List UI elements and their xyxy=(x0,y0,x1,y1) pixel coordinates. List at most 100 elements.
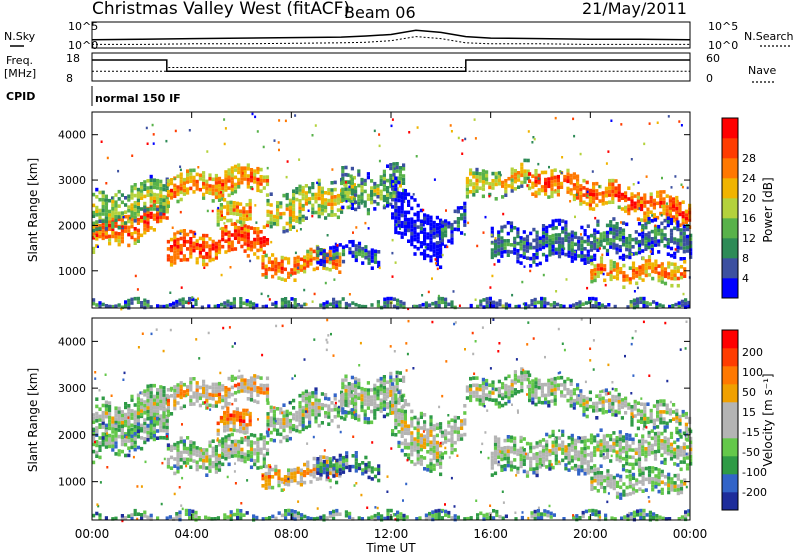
heatmap-cell xyxy=(301,189,305,194)
heatmap-cell xyxy=(646,200,650,204)
heatmap-cell xyxy=(674,248,677,251)
heatmap-cell xyxy=(237,177,241,182)
heatmap-cell xyxy=(336,193,340,198)
heatmap-cell xyxy=(397,440,401,445)
heatmap-cell xyxy=(579,184,583,188)
heatmap-cell xyxy=(245,210,249,214)
heatmap-cell xyxy=(165,436,169,441)
heatmap-cell xyxy=(191,297,195,302)
heatmap-cell xyxy=(124,405,128,410)
heatmap-cell xyxy=(127,302,131,306)
heatmap-cell xyxy=(345,462,349,466)
heatmap-cell xyxy=(198,385,202,390)
heatmap-cell xyxy=(396,298,400,303)
heatmap-cell xyxy=(575,305,579,310)
heatmap-cell xyxy=(456,426,460,431)
heatmap-cell xyxy=(152,199,156,203)
heatmap-cell xyxy=(460,206,464,210)
heatmap-cell xyxy=(246,177,250,182)
heatmap-cell xyxy=(120,413,124,418)
heatmap-cell xyxy=(253,433,257,438)
heatmap-cell xyxy=(360,181,364,186)
heatmap-cell xyxy=(598,185,601,188)
heatmap-cell xyxy=(360,390,364,395)
heatmap-cell xyxy=(645,175,648,178)
heatmap-cell xyxy=(205,448,209,452)
heatmap-cell xyxy=(338,468,342,472)
heatmap-cell xyxy=(335,255,339,259)
heatmap-cell xyxy=(308,395,312,399)
heatmap-cell xyxy=(444,219,448,223)
heatmap-cell xyxy=(95,227,99,231)
heatmap-cell xyxy=(120,200,124,205)
heatmap-cell xyxy=(312,471,316,475)
heatmap-cell xyxy=(534,172,538,177)
heatmap-cell xyxy=(179,454,183,458)
heatmap-cell xyxy=(545,254,549,259)
heatmap-cell xyxy=(249,175,254,179)
heatmap-cell xyxy=(98,212,102,216)
heatmap-cell xyxy=(432,249,436,254)
heatmap-cell xyxy=(184,300,188,304)
noise-tick-bottom-right: 10^0 xyxy=(708,39,738,52)
heatmap-cell xyxy=(173,235,177,240)
heatmap-cell xyxy=(435,451,439,456)
heatmap-cell xyxy=(543,297,547,301)
heatmap-cell xyxy=(133,296,137,301)
heatmap-cell xyxy=(510,185,514,190)
heatmap-cell xyxy=(146,142,149,145)
heatmap-cell xyxy=(608,405,612,410)
heatmap-cell xyxy=(464,137,467,141)
heatmap-cell xyxy=(630,412,634,416)
heatmap-cell xyxy=(282,410,286,415)
heatmap-cell xyxy=(589,233,594,238)
heatmap-cell xyxy=(243,456,247,460)
heatmap-cell xyxy=(611,186,615,190)
heatmap-cell xyxy=(301,427,305,432)
heatmap-cell xyxy=(344,396,348,400)
heatmap-cell xyxy=(308,189,312,194)
heatmap-cell xyxy=(611,412,615,417)
heatmap-cell xyxy=(330,213,334,217)
colorbar-swatch xyxy=(722,138,738,159)
heatmap-cell xyxy=(328,478,332,483)
heatmap-cell xyxy=(237,240,241,244)
heatmap-cell xyxy=(95,426,99,430)
heatmap-cell xyxy=(265,430,270,434)
heatmap-cell xyxy=(136,418,140,423)
heatmap-cell xyxy=(532,445,536,450)
heatmap-cell xyxy=(676,283,680,288)
heatmap-cell xyxy=(314,192,318,197)
heatmap-cell xyxy=(331,261,335,266)
heatmap-cell xyxy=(195,391,199,396)
heatmap-cell xyxy=(315,255,319,260)
heatmap-cell xyxy=(611,189,615,194)
heatmap-cell xyxy=(95,237,99,241)
heatmap-cell xyxy=(254,115,257,119)
heatmap-cell xyxy=(217,194,222,199)
heatmap-cell xyxy=(665,425,669,429)
heatmap-cell xyxy=(220,191,223,194)
heatmap-cell xyxy=(166,257,170,262)
heatmap-cell xyxy=(272,410,276,414)
heatmap-cell xyxy=(590,269,594,273)
heatmap-cell xyxy=(531,192,535,196)
heatmap-cell xyxy=(604,410,608,414)
heatmap-cell xyxy=(256,375,260,379)
heatmap-cell xyxy=(596,267,600,271)
heatmap-cell xyxy=(173,403,177,407)
heatmap-cell xyxy=(217,457,222,461)
heatmap-cell xyxy=(364,466,368,471)
heatmap-cell xyxy=(633,414,637,418)
heatmap-cell xyxy=(681,185,684,189)
heatmap-cell xyxy=(136,205,140,210)
heatmap-cell xyxy=(392,191,396,195)
heatmap-cell xyxy=(344,181,347,184)
heatmap-cell xyxy=(612,235,616,239)
heatmap-cell xyxy=(429,222,433,227)
heatmap-cell xyxy=(450,230,454,234)
heatmap-cell xyxy=(416,126,419,129)
heatmap-cell xyxy=(575,302,579,306)
heatmap-cell xyxy=(246,450,250,454)
heatmap-cell xyxy=(111,214,115,218)
